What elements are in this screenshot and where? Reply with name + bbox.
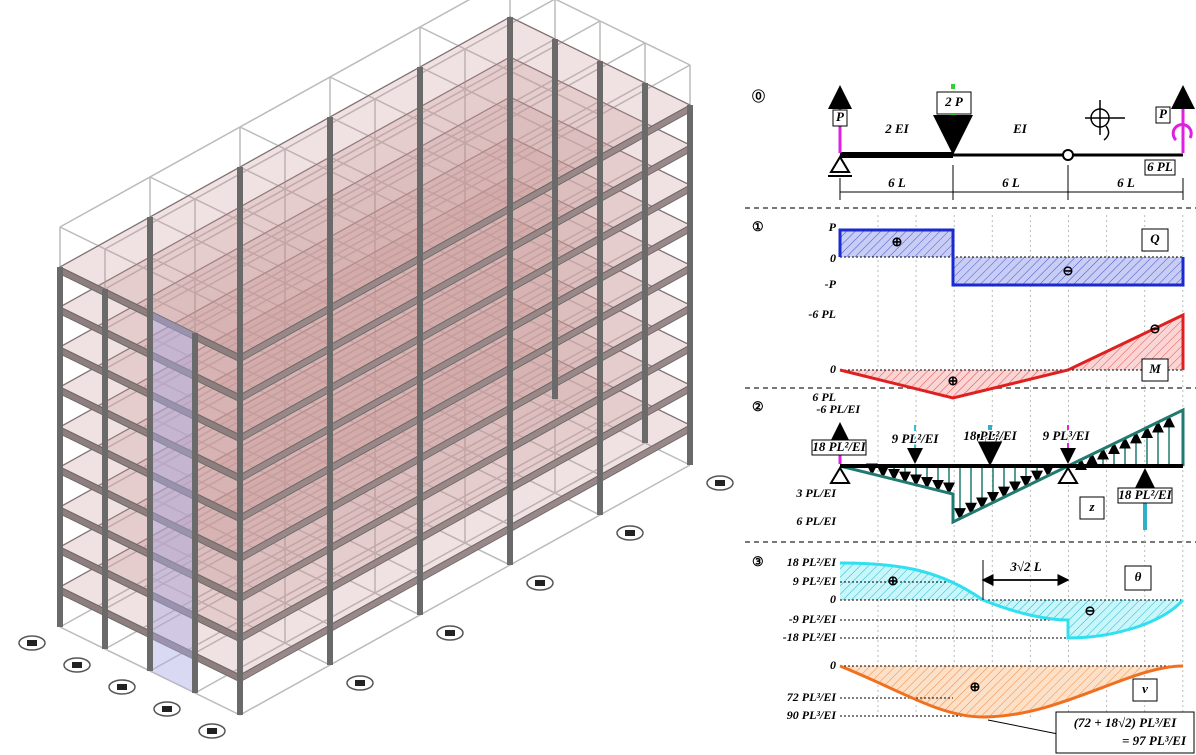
panel-label: ⓪ xyxy=(752,89,765,104)
shape xyxy=(831,157,849,172)
support-icon xyxy=(207,728,217,734)
annotation: (72 + 18√2) PL³/EI xyxy=(1074,715,1178,730)
figure: ⓪ P 2 EI 2 P EI P 6 PL 6 L 6 L 6 L ① P 0… xyxy=(0,0,1196,755)
load-label: 18 PL²/EI xyxy=(963,428,1017,443)
rotation-tick: -18 PL²/EI xyxy=(783,630,838,644)
support-icon xyxy=(355,680,365,686)
shear-tick: -P xyxy=(825,277,837,291)
diagram-name: θ xyxy=(1135,569,1142,584)
deflection-tick: 90 PL³/EI xyxy=(787,708,838,722)
moment-tick: 0 xyxy=(830,362,836,376)
diagram-name: z xyxy=(1088,499,1095,514)
load-label: 9 PL³/EI xyxy=(1043,428,1091,443)
support-icon xyxy=(72,662,82,668)
shape xyxy=(951,84,955,89)
shape xyxy=(840,666,1183,717)
annotation: = 97 PL³/EI xyxy=(1122,733,1187,748)
panel-label: ② xyxy=(752,399,764,414)
sign: ⊖ xyxy=(1063,263,1074,278)
support-icon xyxy=(27,640,37,646)
deflection-tick: 0 xyxy=(830,658,836,672)
diagram-name: v xyxy=(1142,681,1148,696)
support-icon xyxy=(162,706,172,712)
shape xyxy=(1085,100,1125,140)
support-icon xyxy=(445,630,455,636)
diagram-name: Q xyxy=(1150,231,1160,246)
rotation-tick: 9 PL²/EI xyxy=(793,574,838,588)
shear-tick: P xyxy=(829,220,837,234)
sign: ⊕ xyxy=(948,373,959,388)
curvature-tick: 6 PL/EI xyxy=(796,514,837,528)
sign: ⊖ xyxy=(1150,321,1161,336)
sign: ⊕ xyxy=(970,679,981,694)
load-label: 18 PL²/EI xyxy=(1118,487,1172,502)
shape xyxy=(1104,126,1109,140)
support-icon xyxy=(117,684,127,690)
segment-label: 2 EI xyxy=(884,121,909,136)
reaction-label: P xyxy=(1159,106,1168,121)
support-icon xyxy=(625,530,635,536)
moment-label: 6 PL xyxy=(1147,159,1173,174)
shear-wall xyxy=(150,311,195,693)
shape xyxy=(831,468,849,483)
load-label: 9 PL²/EI xyxy=(892,431,940,446)
diagram-name: M xyxy=(1148,361,1161,376)
shape xyxy=(1063,150,1073,160)
panel-label: ① xyxy=(752,219,764,234)
shape xyxy=(840,315,1183,398)
shape xyxy=(988,720,1058,734)
sign: ⊕ xyxy=(892,234,903,249)
dimension-label: 3√2 L xyxy=(1009,559,1041,574)
deflection-tick: 72 PL³/EI xyxy=(787,690,838,704)
load-label: 18 PL²/EI xyxy=(812,439,866,454)
sign: ⊖ xyxy=(1085,603,1096,618)
rotation-tick: 0 xyxy=(830,592,836,606)
moment-tick: -6 PL xyxy=(808,307,836,321)
rotation-tick: 18 PL²/EI xyxy=(787,555,838,569)
shear-tick: 0 xyxy=(830,251,836,265)
rotation-tick: -9 PL²/EI xyxy=(789,612,838,626)
beam-diagram: ⓪ P 2 EI 2 P EI P 6 PL 6 L 6 L 6 L ① P 0… xyxy=(745,84,1196,753)
sign: ⊕ xyxy=(888,573,899,588)
span-label: 6 L xyxy=(1002,175,1020,190)
support-icon xyxy=(535,580,545,586)
span-label: 6 L xyxy=(1117,175,1135,190)
support-icon xyxy=(715,480,725,486)
building-model xyxy=(19,0,733,738)
curvature-tick: 3 PL/EI xyxy=(795,486,837,500)
span-label: 6 L xyxy=(888,175,906,190)
panel-label: ③ xyxy=(752,554,764,569)
load-label: 2 P xyxy=(944,94,964,109)
reaction-label: P xyxy=(836,109,845,124)
curvature-tick: -6 PL/EI xyxy=(816,402,861,416)
segment-label: EI xyxy=(1012,121,1028,136)
